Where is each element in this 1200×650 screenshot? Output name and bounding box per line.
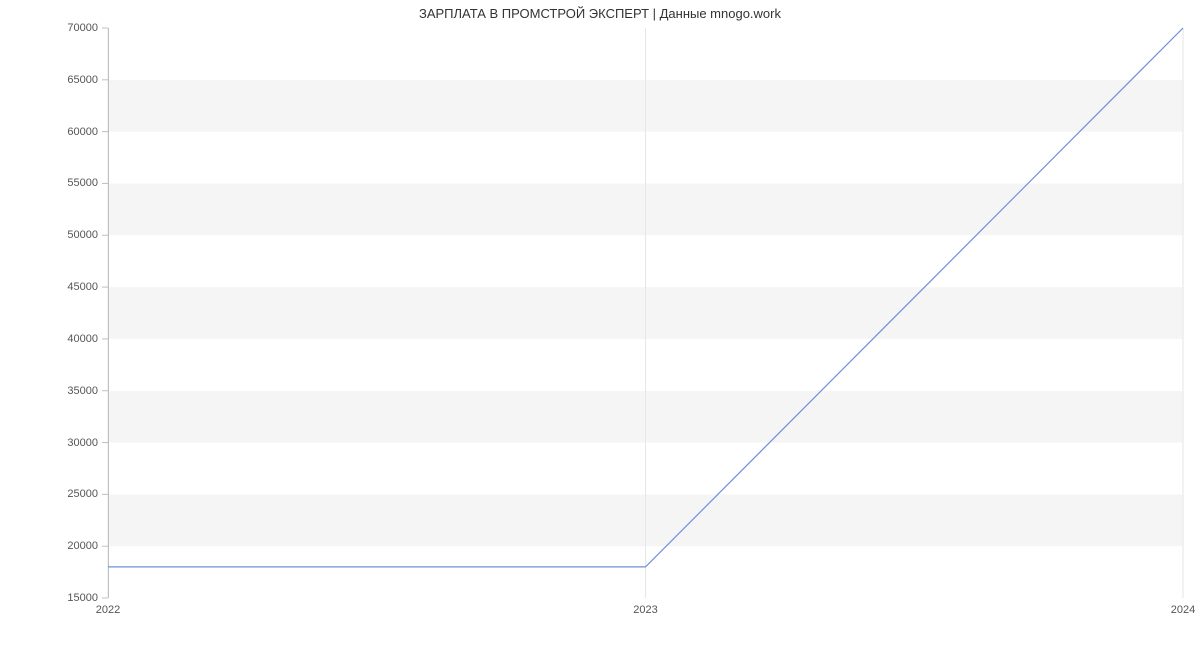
y-tick-label: 15000: [67, 592, 98, 604]
y-tick-label: 40000: [67, 333, 98, 345]
y-tick-label: 65000: [67, 74, 98, 86]
salary-chart: ЗАРПЛАТА В ПРОМСТРОЙ ЭКСПЕРТ | Данные mn…: [0, 0, 1200, 650]
y-tick-label: 30000: [67, 437, 98, 449]
plot-svg: [108, 28, 1183, 598]
y-tick-label: 35000: [67, 385, 98, 397]
y-tick-label: 25000: [67, 488, 98, 500]
x-tick-label: 2023: [633, 604, 657, 616]
y-tick-label: 20000: [67, 540, 98, 552]
plot-area: [108, 28, 1183, 598]
y-tick-label: 45000: [67, 281, 98, 293]
chart-title: ЗАРПЛАТА В ПРОМСТРОЙ ЭКСПЕРТ | Данные mn…: [0, 6, 1200, 21]
y-tick-label: 60000: [67, 126, 98, 138]
y-tick-label: 55000: [67, 177, 98, 189]
y-tick-label: 70000: [67, 22, 98, 34]
y-tick-label: 50000: [67, 229, 98, 241]
x-tick-label: 2024: [1171, 604, 1195, 616]
x-tick-label: 2022: [96, 604, 120, 616]
